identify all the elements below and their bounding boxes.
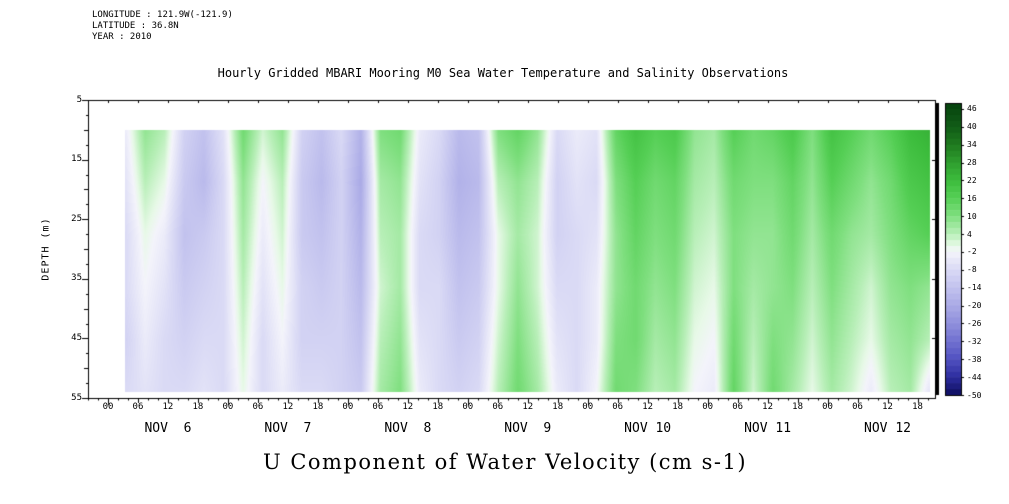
hour-tick-label: 18 [912, 402, 923, 412]
hour-tick-label: 12 [282, 402, 294, 412]
colorbar-tick-label: -20 [967, 301, 982, 311]
hour-tick-label: 18 [432, 402, 444, 412]
hour-tick-label: 00 [342, 402, 354, 412]
hour-tick-label: 00 [222, 402, 234, 412]
hour-tick-label: 06 [252, 402, 264, 412]
hour-tick-label: 00 [702, 402, 714, 412]
colorbar-tick-label: -2 [967, 247, 977, 257]
colorbar-tick-label: 22 [967, 175, 977, 185]
hour-tick-label: 18 [792, 402, 803, 412]
hour-tick-label: 12 [882, 402, 893, 412]
day-label: NOV 10 [624, 421, 672, 436]
x-axis-title: U Component of Water Velocity (cm s-1) [262, 450, 748, 474]
day-label: NOV 12 [864, 421, 911, 436]
colorbar-tick-label: 4 [967, 229, 972, 239]
header-latitude: LATITUDE : 36.8N [92, 21, 179, 31]
hour-tick-label: 06 [852, 402, 863, 412]
colorbar-tick-label: -38 [967, 354, 982, 364]
depth-tick-label: 15 [71, 154, 82, 165]
hour-tick-label: 18 [672, 402, 684, 412]
header-longitude: LONGITUDE : 121.9W(-121.9) [92, 10, 233, 20]
colorbar-tick-label: -32 [967, 336, 982, 346]
colorbar-tick-label: -26 [967, 318, 982, 328]
colorbar-tick-label: 40 [967, 122, 977, 132]
hour-tick-label: 00 [582, 402, 594, 412]
day-label: NOV 6 [144, 421, 192, 436]
depth-tick-label: 35 [71, 273, 82, 284]
depth-tick-label: 25 [71, 213, 82, 224]
hour-tick-label: 12 [762, 402, 774, 412]
hour-tick-label: 12 [162, 402, 174, 412]
hour-tick-label: 18 [312, 402, 324, 412]
colorbar-tick-label: -8 [967, 265, 977, 275]
hour-tick-label: 12 [642, 402, 654, 412]
hour-tick-label: 18 [192, 402, 204, 412]
y-axis-label: DEPTH (m) [40, 217, 52, 281]
chart-title: Hourly Gridded MBARI Mooring M0 Sea Wate… [217, 66, 789, 80]
hour-tick-label: 00 [102, 402, 114, 412]
depth-tick-label: 55 [71, 392, 82, 403]
hour-tick-label: 06 [132, 402, 144, 412]
hour-tick-label: 18 [552, 402, 564, 412]
day-label: NOV 11 [744, 421, 792, 436]
day-label: NOV 8 [384, 421, 432, 436]
hour-tick-label: 06 [492, 402, 504, 412]
colorbar-tick-label: -14 [967, 283, 982, 293]
hour-tick-label: 00 [822, 402, 833, 412]
depth-tick-label: 5 [76, 94, 82, 105]
header-year: YEAR : 2010 [92, 32, 152, 42]
day-label: NOV 9 [504, 421, 552, 436]
colorbar-tick-label: 16 [967, 193, 977, 203]
hour-tick-label: 06 [612, 402, 624, 412]
hour-tick-label: 06 [732, 402, 744, 412]
colorbar-tick-label: -50 [967, 390, 982, 400]
hour-tick-label: 06 [372, 402, 384, 412]
hour-tick-label: 12 [402, 402, 414, 412]
colorbar-tick-label: 28 [967, 158, 977, 168]
hour-tick-label: 00 [462, 402, 474, 412]
depth-tick-label: 45 [71, 332, 82, 343]
colorbar-tick-label: 34 [967, 140, 977, 150]
colorbar-tick-label: -44 [967, 372, 982, 382]
day-label: NOV 7 [264, 421, 312, 436]
colorbar-tick-label: 46 [967, 104, 977, 114]
colorbar-tick-label: 10 [967, 211, 977, 221]
hour-tick-label: 12 [522, 402, 534, 412]
